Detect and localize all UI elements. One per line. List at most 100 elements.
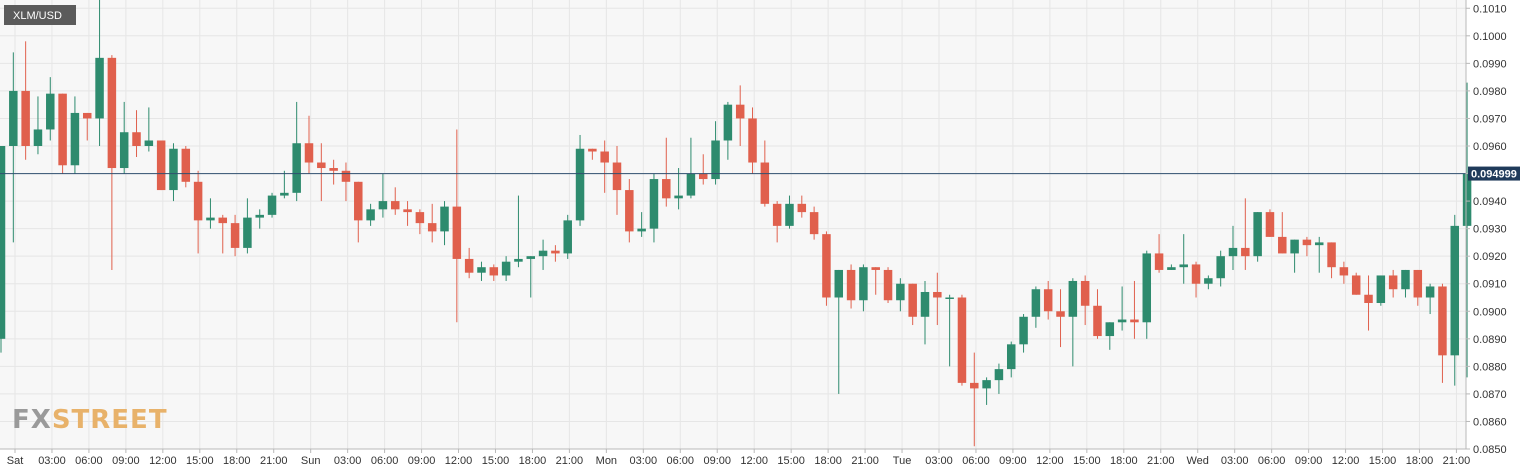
y-tick-label: 0.0970 bbox=[1473, 113, 1507, 125]
x-tick-label: 06:00 bbox=[75, 455, 103, 467]
candle bbox=[698, 154, 708, 185]
candle-body bbox=[1154, 253, 1164, 270]
candle bbox=[1425, 283, 1435, 315]
x-tick-label: 18:00 bbox=[814, 455, 842, 467]
candle-body bbox=[427, 223, 437, 232]
candle-body bbox=[0, 145, 6, 339]
candle-body bbox=[1191, 264, 1201, 284]
candle bbox=[0, 145, 6, 353]
candle bbox=[144, 107, 154, 152]
candle bbox=[982, 377, 991, 405]
candle-body bbox=[33, 129, 43, 146]
candle-body bbox=[1401, 269, 1410, 290]
candle bbox=[1130, 280, 1139, 339]
x-tick-label: Sun bbox=[301, 455, 321, 467]
candle-body bbox=[21, 90, 30, 146]
candle-body bbox=[563, 220, 572, 254]
x-tick-label: Mon bbox=[596, 455, 617, 467]
candle bbox=[1351, 272, 1361, 295]
candle bbox=[1117, 286, 1127, 331]
candle-body bbox=[46, 93, 55, 130]
x-tick-label: 15:00 bbox=[186, 455, 214, 467]
candle-body bbox=[625, 190, 634, 232]
candle bbox=[427, 203, 437, 243]
symbol-badge-bg bbox=[4, 5, 76, 25]
candle bbox=[1043, 280, 1053, 320]
candle-body bbox=[1438, 286, 1447, 356]
candle-body bbox=[970, 382, 979, 389]
candle bbox=[489, 264, 499, 281]
candle bbox=[612, 145, 622, 215]
candle-body bbox=[1006, 344, 1016, 370]
candle-body bbox=[1043, 289, 1053, 312]
candle bbox=[1278, 212, 1287, 254]
candle bbox=[1019, 314, 1028, 353]
candle-body bbox=[193, 181, 203, 221]
candle-body bbox=[846, 269, 856, 301]
x-tick-label: 09:00 bbox=[703, 455, 731, 467]
candle-body bbox=[1167, 267, 1176, 270]
candle-body bbox=[883, 269, 893, 301]
candle-body bbox=[1068, 280, 1078, 317]
candle-body bbox=[994, 369, 1004, 381]
candle bbox=[415, 209, 425, 235]
candle bbox=[1462, 82, 1472, 378]
candle bbox=[1080, 275, 1090, 326]
candle bbox=[156, 140, 166, 191]
candle bbox=[304, 115, 314, 174]
candle-body bbox=[809, 212, 819, 235]
candle-body bbox=[1031, 289, 1041, 317]
candle-body bbox=[871, 267, 880, 270]
candle bbox=[403, 201, 412, 226]
candle-body bbox=[538, 250, 548, 257]
candle bbox=[970, 352, 979, 447]
candle bbox=[797, 195, 807, 218]
candle bbox=[575, 134, 585, 226]
candle-body bbox=[1117, 319, 1127, 323]
x-tick-label: 03:00 bbox=[38, 455, 66, 467]
candle bbox=[243, 198, 252, 254]
y-axis: 0.0850 0.0860 0.0870 0.0880 0.0890 0.0900 0.09… bbox=[1466, 3, 1507, 456]
candle-body bbox=[181, 148, 191, 182]
candle-body bbox=[920, 291, 930, 317]
last-price-badge-bg bbox=[1468, 166, 1520, 181]
candle bbox=[649, 173, 659, 243]
x-tick-label: 06:00 bbox=[371, 455, 399, 467]
x-tick-label: 15:00 bbox=[1369, 455, 1397, 467]
candle bbox=[1376, 275, 1386, 306]
candle-body bbox=[748, 118, 757, 163]
candle-body bbox=[218, 217, 228, 224]
candle bbox=[723, 101, 733, 160]
candle bbox=[1302, 236, 1312, 257]
candle-body bbox=[390, 201, 400, 210]
candle-body bbox=[1413, 269, 1423, 298]
candle-body bbox=[896, 283, 905, 301]
candle bbox=[464, 247, 474, 279]
candle-body bbox=[649, 179, 659, 229]
x-tick-label: Sat bbox=[7, 455, 24, 467]
candle bbox=[255, 209, 264, 229]
candle bbox=[588, 148, 597, 160]
candle-body bbox=[859, 267, 868, 301]
candle bbox=[317, 143, 326, 202]
candle bbox=[1388, 269, 1398, 298]
x-tick-label: Wed bbox=[1187, 455, 1209, 467]
x-axis: Sat 03:00 06:00 09:00 12:00 15:00 18:00 21:00 Su… bbox=[7, 449, 1470, 467]
candle bbox=[846, 264, 856, 309]
candle-body bbox=[1290, 239, 1299, 254]
x-tick-label: 18:00 bbox=[519, 455, 547, 467]
candle bbox=[1031, 286, 1041, 328]
symbol-badge: XLM/USD bbox=[4, 5, 76, 25]
candle bbox=[1093, 289, 1102, 339]
candle-body bbox=[735, 104, 745, 119]
candle bbox=[945, 294, 954, 367]
candle-body bbox=[378, 201, 388, 210]
candle-body bbox=[1351, 275, 1361, 295]
candle-body bbox=[1388, 275, 1398, 290]
candle-body bbox=[785, 203, 794, 226]
y-tick-label: 0.0980 bbox=[1473, 86, 1507, 98]
candle-body bbox=[1204, 278, 1213, 284]
candle-body bbox=[674, 195, 683, 199]
